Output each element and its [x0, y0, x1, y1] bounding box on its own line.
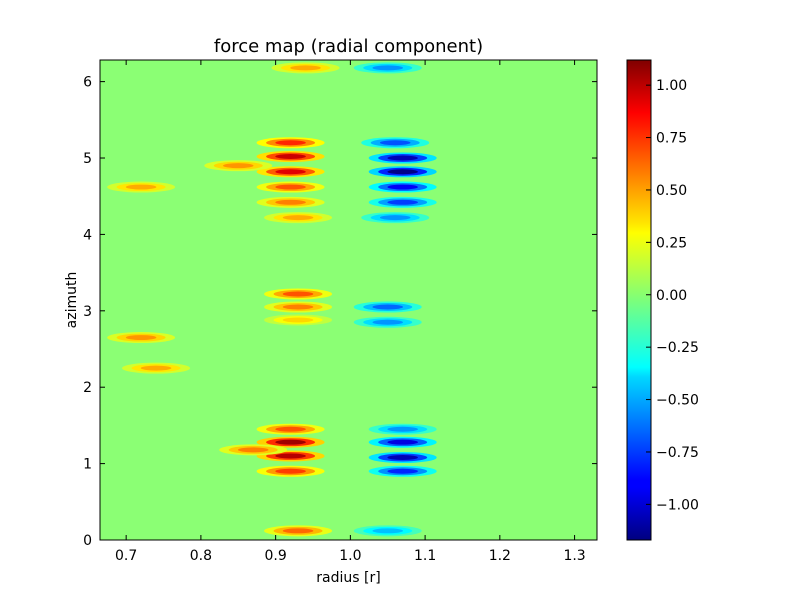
colorbar-tick-label: 0.00	[656, 288, 687, 304]
colorbar-tick-label: 0.25	[656, 235, 687, 251]
heatmap-feature	[275, 439, 306, 445]
heatmap-feature	[387, 439, 418, 445]
heatmap-feature	[282, 528, 314, 534]
heatmap-feature	[275, 184, 306, 190]
y-tick-label: 6	[83, 75, 92, 91]
x-tick-label: 0.8	[190, 548, 212, 564]
heatmap-feature	[282, 291, 314, 297]
x-tick-label: 1.3	[563, 548, 585, 564]
heatmap-feature	[387, 426, 418, 432]
heatmap-plot	[99, 59, 598, 541]
y-tick-label: 2	[83, 380, 92, 396]
y-axis-label: azimuth	[64, 272, 80, 329]
heatmap-feature	[275, 140, 306, 146]
chart-title: force map (radial component)	[214, 36, 483, 57]
heatmap-feature	[290, 65, 321, 71]
colorbar: −1.00 −0.75 −0.50 −0.25 0.00 0.25 0.50 0.75 1.00	[626, 59, 699, 541]
colorbar-ticks: −1.00 −0.75 −0.50 −0.25 0.00 0.25 0.50 0.75 1.00	[646, 78, 699, 513]
colorbar-tick-label: −0.25	[656, 340, 699, 356]
heatmap-feature	[387, 199, 418, 205]
heatmap-feature	[275, 426, 306, 432]
heatmap-feature	[275, 199, 306, 205]
y-axis-ticks: 0 1 2 3 4 5 6	[83, 75, 597, 549]
heatmap-background	[100, 60, 597, 540]
heatmap-feature	[125, 335, 157, 341]
heatmap-feature	[372, 319, 404, 325]
colorbar-tick-label: 0.75	[656, 131, 687, 147]
heatmap-feature	[372, 528, 404, 534]
colorbar-tick-label: 1.00	[656, 78, 687, 94]
heatmap-feature	[275, 154, 306, 159]
y-tick-label: 1	[83, 457, 92, 473]
heatmap-feature	[387, 169, 418, 175]
heatmap-feature	[372, 65, 404, 71]
heatmap-feature	[140, 365, 172, 371]
heatmap-feature	[387, 455, 418, 460]
heatmap-feature	[237, 447, 269, 453]
heatmap-feature	[282, 304, 314, 310]
x-axis-ticks: 0.7 0.8 0.9 1.0 1.1 1.2 1.3	[115, 60, 586, 564]
colorbar-gradient	[626, 59, 652, 541]
heatmap-feature	[387, 155, 418, 161]
x-tick-label: 1.2	[489, 548, 511, 564]
y-tick-label: 4	[83, 227, 92, 243]
x-tick-label: 0.9	[264, 548, 286, 564]
x-tick-label: 0.7	[115, 548, 137, 564]
colorbar-tick-label: −1.00	[656, 497, 699, 513]
colorbar-tick-label: −0.75	[656, 445, 699, 461]
heatmap-feature	[387, 468, 418, 474]
heatmap-feature	[275, 169, 306, 175]
heatmap-feature	[379, 215, 411, 221]
heatmap-feature	[275, 453, 306, 459]
x-axis-label: radius [r]	[316, 570, 380, 586]
heatmap-feature	[275, 468, 306, 474]
heatmap-feature	[222, 163, 254, 169]
heatmap-feature	[387, 184, 418, 190]
y-tick-label: 0	[83, 533, 92, 549]
heatmap-feature	[125, 184, 157, 190]
plot-frame	[99, 59, 598, 541]
x-tick-label: 1.0	[339, 548, 361, 564]
y-tick-label: 3	[83, 304, 92, 320]
colorbar-tick-label: −0.50	[656, 393, 699, 409]
heatmap-feature	[282, 317, 314, 323]
heatmap-feature	[282, 215, 314, 221]
heatmap-feature	[372, 304, 404, 310]
y-tick-label: 5	[83, 151, 92, 167]
colorbar-tick-label: 0.50	[656, 183, 687, 199]
x-tick-label: 1.1	[414, 548, 436, 564]
heatmap-feature	[379, 140, 411, 146]
